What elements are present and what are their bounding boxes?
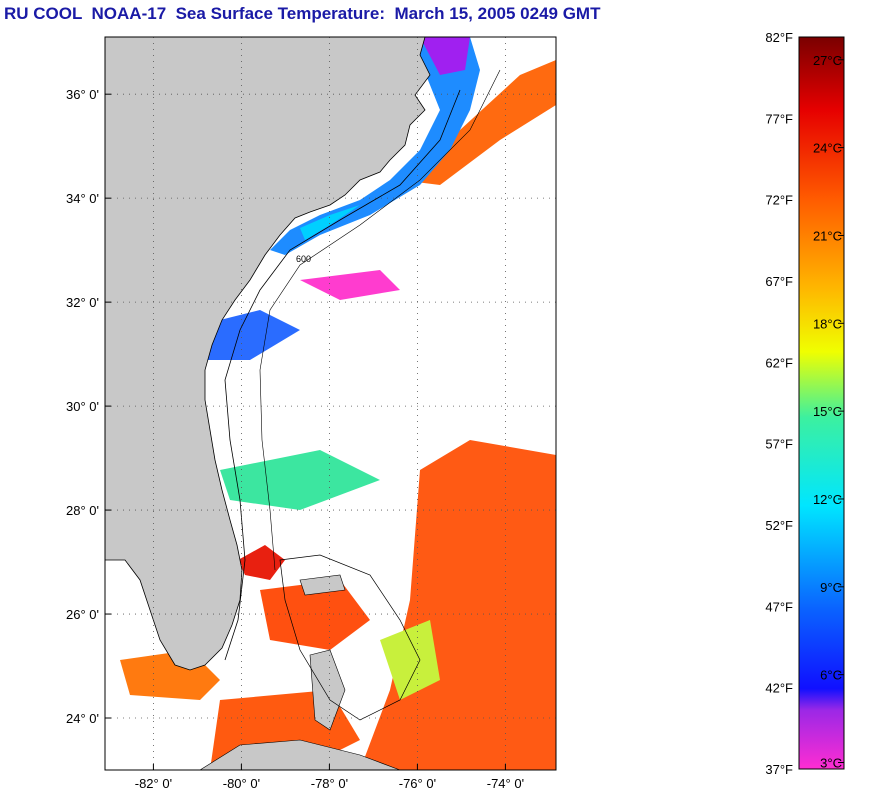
- colorbar-f-label: 72°F: [765, 193, 793, 208]
- colorbar-c-label: 24°C: [813, 141, 842, 156]
- lat-label: 32° 0': [66, 295, 99, 310]
- lon-label: -78° 0': [311, 776, 348, 791]
- graticule: [105, 37, 556, 770]
- colorbar-f-label: 57°F: [765, 437, 793, 452]
- colorbar-f-label: 62°F: [765, 355, 793, 370]
- colorbar-c-label: 3°C: [820, 755, 842, 770]
- map-frame: [104, 36, 557, 771]
- lat-label: 28° 0': [66, 503, 99, 518]
- lat-label: 36° 0': [66, 87, 99, 102]
- scattered-magenta: [300, 270, 400, 300]
- lon-label: -74° 0': [487, 776, 524, 791]
- colorbar-f-label: 52°F: [765, 518, 793, 533]
- colorbar-f-label: 67°F: [765, 274, 793, 289]
- colorbar-f-label: 82°F: [765, 30, 793, 45]
- colorbar: 82°F 77°F 72°F 67°F 62°F 57°F 52°F 47°F 42°F 37°F…: [765, 30, 845, 777]
- colorbar-c-label: 21°C: [813, 228, 842, 243]
- colorbar-c-label: 6°C: [820, 668, 842, 683]
- lon-label: -80° 0': [223, 776, 260, 791]
- lat-label: 24° 0': [66, 711, 99, 726]
- bahamas-island: [299, 574, 346, 596]
- colorbar-c-label: 9°C: [820, 580, 842, 595]
- isobath-contour-offshore: [259, 69, 501, 571]
- isobath-label: 600: [296, 254, 311, 264]
- land-mass: [105, 37, 431, 671]
- lon-label: -76° 0': [399, 776, 436, 791]
- isobath-bahamas: [279, 554, 421, 721]
- colorbar-c-label: 12°C: [813, 492, 842, 507]
- colorbar-f-label: 37°F: [765, 762, 793, 777]
- longitude-labels: -82° 0' -80° 0' -78° 0' -76° 0' -74° 0': [135, 776, 524, 791]
- lon-label: -82° 0': [135, 776, 172, 791]
- warm-patch-bahamas: [260, 580, 370, 650]
- lat-label: 34° 0': [66, 191, 99, 206]
- cyan-shelf-band: [300, 205, 360, 240]
- colorbar-c-label: 27°C: [813, 53, 842, 68]
- lat-label: 26° 0': [66, 607, 99, 622]
- colorbar-gradient: [798, 36, 845, 770]
- andros-island: [309, 649, 346, 731]
- cold-pamlico: [420, 37, 470, 75]
- colorbar-f-label: 42°F: [765, 681, 793, 696]
- colorbar-fahrenheit-labels: 82°F 77°F 72°F 67°F 62°F 57°F 52°F 47°F 42°F 37°F: [765, 30, 793, 777]
- yellow-green-bands: [380, 620, 440, 700]
- colorbar-f-label: 47°F: [765, 599, 793, 614]
- florida-current: [238, 545, 285, 580]
- colorbar-celsius-labels: 27°C 24°C 21°C 18°C 15°C 12°C 9°C 6°C 3°C: [813, 53, 844, 770]
- lat-label: 30° 0': [66, 399, 99, 414]
- map-title: RU COOL NOAA-17 Sea Surface Temperature:…: [4, 4, 601, 23]
- map-panel: 36° 0' 34° 0' 32° 0' 30° 0' 28° 0' 26° 0' 24° …: [66, 36, 557, 791]
- cuba-coast: [199, 739, 401, 770]
- scattered-green: [220, 450, 380, 510]
- isobath-contour: [224, 89, 461, 661]
- colorbar-f-label: 77°F: [765, 111, 793, 126]
- colorbar-c-label: 18°C: [813, 316, 842, 331]
- colorbar-c-label: 15°C: [813, 404, 842, 419]
- latitude-labels: 36° 0' 34° 0' 32° 0' 30° 0' 28° 0' 26° 0' 24° …: [66, 87, 99, 726]
